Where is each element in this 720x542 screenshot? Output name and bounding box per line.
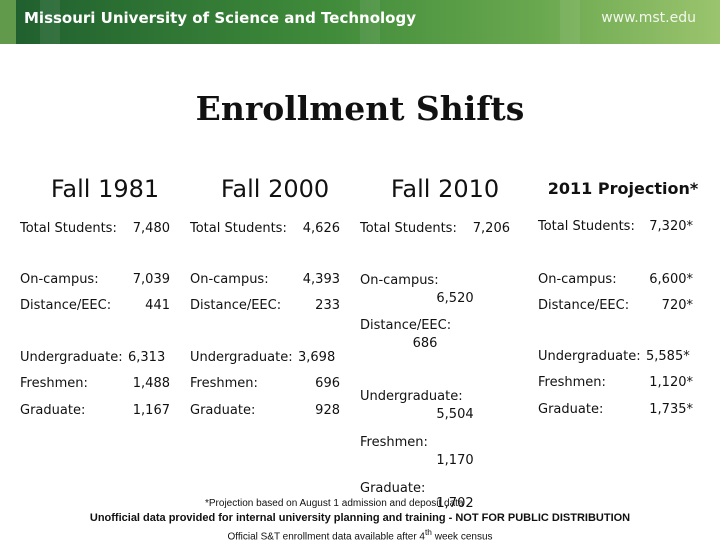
distance-row: Distance/EEC: 233 [190, 298, 340, 316]
graduate-label: Graduate: [360, 481, 426, 496]
freshmen-value: 1,488 [132, 376, 170, 391]
undergraduate-row: Undergraduate: 5,585* [538, 349, 693, 367]
banner-pattern [560, 0, 580, 44]
total-students-value: 7,206 [472, 221, 510, 236]
freshmen-row: Freshmen: 696 [190, 376, 340, 394]
undergraduate-value: 5,504 [436, 407, 474, 422]
total-students-value: 7,480 [132, 221, 170, 236]
projection-footnote: *Projection based on August 1 admission … [205, 498, 464, 509]
distance-label: Distance/EEC: [360, 318, 452, 333]
graduate-label: Graduate: [190, 403, 256, 418]
freshmen-label: Freshmen: [538, 375, 606, 390]
undergraduate-value: 5,585* [646, 349, 690, 364]
official-note-superscript: th [424, 527, 432, 537]
column-heading: 2011 Projection* [547, 179, 699, 198]
undergraduate-label: Undergraduate: [360, 389, 463, 404]
official-note-suffix: week census [431, 531, 493, 542]
on-campus-label: On-campus: [538, 272, 617, 287]
graduate-label: Graduate: [20, 403, 86, 418]
undergraduate-label: Undergraduate: [538, 349, 641, 364]
undergraduate-value: 6,313 [128, 350, 166, 365]
total-students-row: Total Students: 4,626 [190, 221, 340, 239]
slide-title: Enrollment Shifts [195, 89, 525, 128]
graduate-row: Graduate: 1,735* [538, 402, 693, 420]
on-campus-block: On-campus: 6,520 [360, 273, 510, 306]
undergraduate-row: Undergraduate: 3,698 [190, 350, 340, 368]
on-campus-label: On-campus: [20, 272, 99, 287]
distance-value: 233 [315, 298, 340, 313]
on-campus-label: On-campus: [360, 273, 439, 288]
on-campus-label: On-campus: [190, 272, 269, 287]
header-banner: Missouri University of Science and Techn… [0, 0, 720, 44]
banner-pattern [40, 0, 60, 44]
graduate-value: 928 [315, 403, 340, 418]
on-campus-value: 7,039 [132, 272, 170, 287]
column-heading: Fall 1981 [50, 175, 160, 203]
column-heading: Fall 2000 [220, 175, 330, 203]
total-students-value: 7,320* [649, 219, 693, 234]
column-heading: Fall 2010 [390, 175, 500, 203]
total-students-label: Total Students: [360, 221, 457, 236]
unofficial-note-text: Unofficial data provided for internal un… [89, 512, 631, 524]
distance-row: Distance/EEC: 441 [20, 298, 170, 316]
official-note-prefix: Official S&T enrollment data available a… [227, 531, 425, 542]
distance-value: 686 [412, 336, 438, 351]
total-students-row: Total Students: 7,320* [538, 219, 693, 237]
total-students-label: Total Students: [538, 219, 635, 234]
graduate-row: Graduate: 1,167 [20, 403, 170, 421]
total-students-row: Total Students: 7,480 [20, 221, 170, 239]
graduate-value: 1,735* [649, 402, 693, 417]
undergraduate-label: Undergraduate: [190, 350, 293, 365]
graduate-value: 1,702 [436, 496, 474, 511]
freshmen-label: Freshmen: [20, 376, 88, 391]
undergraduate-value: 3,698 [298, 350, 336, 365]
distance-label: Distance/EEC: [190, 298, 282, 313]
distance-value: 441 [145, 298, 170, 313]
university-name: Missouri University of Science and Techn… [24, 9, 416, 27]
undergraduate-block: Undergraduate: 5,504 [360, 389, 510, 422]
total-students-label: Total Students: [20, 221, 117, 236]
official-data-note: Official S&T enrollment data available a… [0, 527, 720, 542]
undergraduate-row: Undergraduate: 6,313 [20, 350, 170, 368]
freshmen-label: Freshmen: [360, 435, 428, 450]
banner-pattern [360, 0, 380, 44]
graduate-row: Graduate: 928 [190, 403, 340, 421]
freshmen-row: Freshmen: 1,120* [538, 375, 693, 393]
total-students-value: 4,626 [302, 221, 340, 236]
freshmen-value: 1,170 [436, 453, 474, 468]
distance-row: Distance/EEC: 720* [538, 298, 693, 316]
on-campus-value: 6,520 [436, 291, 474, 306]
freshmen-value: 1,120* [649, 375, 693, 390]
freshmen-row: Freshmen: 1,488 [20, 376, 170, 394]
on-campus-row: On-campus: 7,039 [20, 272, 170, 290]
distance-label: Distance/EEC: [20, 298, 112, 313]
total-students-label: Total Students: [190, 221, 287, 236]
on-campus-value: 4,393 [302, 272, 340, 287]
graduate-value: 1,167 [132, 403, 170, 418]
total-students-row: Total Students: 7,206 [360, 221, 510, 239]
distance-value: 720* [661, 298, 693, 313]
distance-block: Distance/EEC: 686 [360, 318, 510, 351]
banner-accent [0, 0, 16, 44]
on-campus-row: On-campus: 6,600* [538, 272, 693, 290]
graduate-block: Graduate: 1,702 [360, 481, 510, 511]
freshmen-value: 696 [315, 376, 340, 391]
graduate-label: Graduate: [538, 402, 604, 417]
unofficial-data-notice: Unofficial data provided for internal un… [0, 512, 720, 524]
freshmen-label: Freshmen: [190, 376, 258, 391]
website-link[interactable]: www.mst.edu [601, 10, 696, 26]
undergraduate-label: Undergraduate: [20, 350, 123, 365]
on-campus-row: On-campus: 4,393 [190, 272, 340, 290]
distance-label: Distance/EEC: [538, 298, 630, 313]
freshmen-block: Freshmen: 1,170 [360, 435, 510, 468]
on-campus-value: 6,600* [649, 272, 693, 287]
